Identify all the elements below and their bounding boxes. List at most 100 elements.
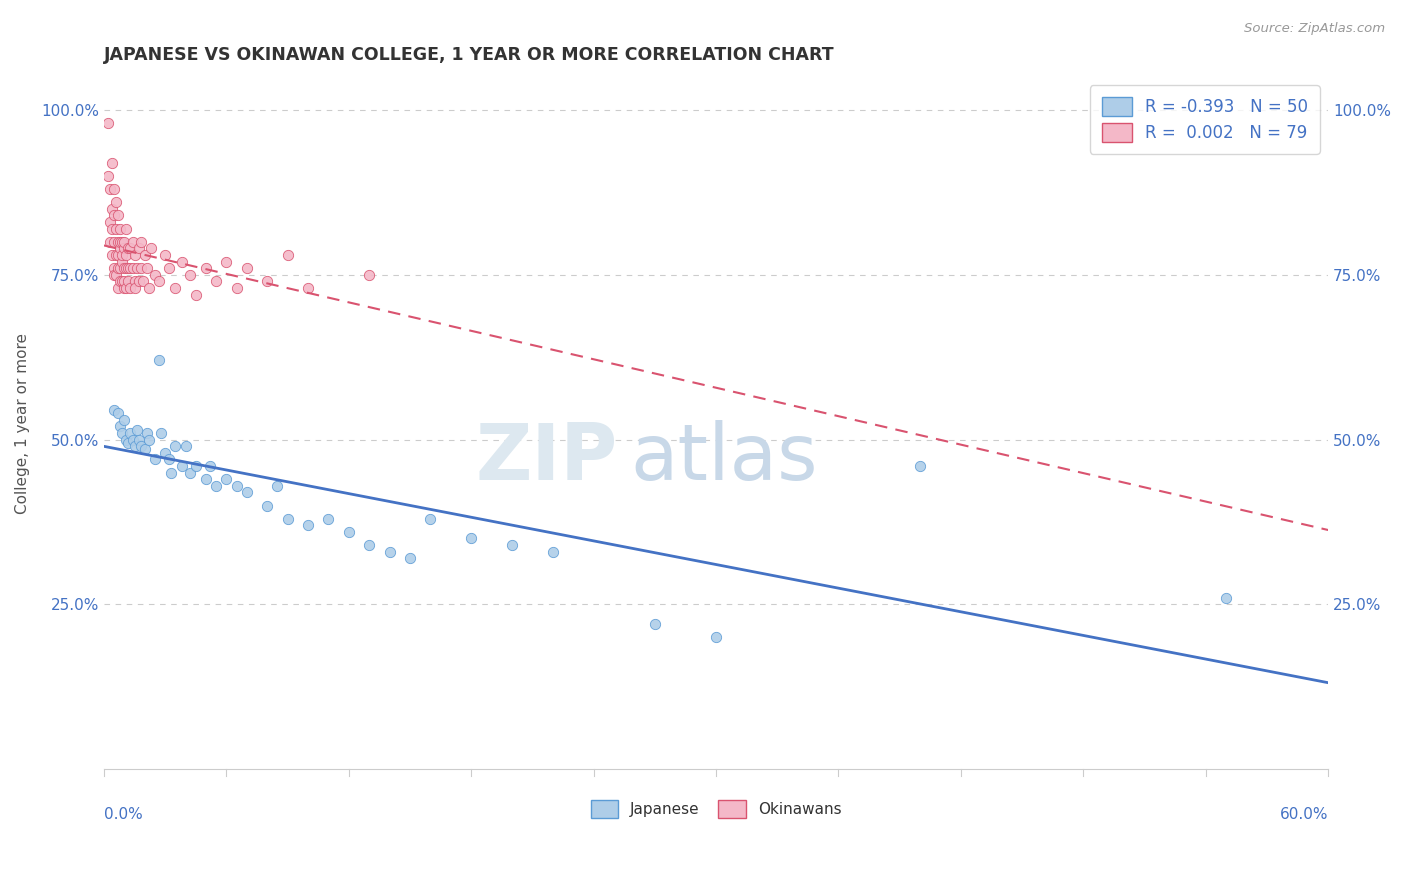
Point <box>115 261 138 276</box>
Point <box>134 442 156 457</box>
Point <box>378 544 401 558</box>
Point <box>460 532 482 546</box>
Text: atlas: atlas <box>630 420 818 496</box>
Point <box>117 261 139 276</box>
Text: Source: ZipAtlas.com: Source: ZipAtlas.com <box>1244 22 1385 36</box>
Point <box>134 248 156 262</box>
Point <box>112 261 135 276</box>
Point <box>541 544 564 558</box>
Point <box>120 241 142 255</box>
Point <box>121 235 143 249</box>
Point <box>124 439 146 453</box>
Point <box>150 425 173 440</box>
Point <box>105 221 128 235</box>
Point <box>117 274 139 288</box>
Point <box>157 452 180 467</box>
Point <box>125 423 148 437</box>
Point <box>105 195 128 210</box>
Point <box>143 452 166 467</box>
Point <box>110 235 132 249</box>
Point <box>153 446 176 460</box>
Point <box>277 248 299 262</box>
Point <box>107 281 129 295</box>
Point <box>124 274 146 288</box>
Point <box>129 261 152 276</box>
Point <box>359 538 381 552</box>
Point <box>97 116 120 130</box>
Point <box>115 433 138 447</box>
Point <box>318 512 340 526</box>
Point <box>107 235 129 249</box>
Point <box>115 221 138 235</box>
Point <box>179 268 201 282</box>
Point <box>419 512 441 526</box>
Point <box>170 458 193 473</box>
Point <box>107 261 129 276</box>
Point <box>157 261 180 276</box>
Point <box>179 466 201 480</box>
Point <box>148 274 170 288</box>
Point <box>297 281 319 295</box>
Text: 0.0%: 0.0% <box>104 807 143 822</box>
Point <box>120 261 142 276</box>
Point <box>225 281 247 295</box>
Point <box>128 274 150 288</box>
Point <box>111 425 134 440</box>
Point <box>110 241 132 255</box>
Point <box>121 261 143 276</box>
Point <box>117 241 139 255</box>
Text: ZIP: ZIP <box>475 420 619 496</box>
Point <box>129 235 152 249</box>
Point <box>115 248 138 262</box>
Point <box>103 403 125 417</box>
Point <box>112 241 135 255</box>
Point <box>117 436 139 450</box>
Point <box>256 274 278 288</box>
Point <box>101 202 124 216</box>
Point <box>236 261 259 276</box>
Point <box>225 479 247 493</box>
Point <box>103 235 125 249</box>
Point <box>148 353 170 368</box>
Point <box>165 281 187 295</box>
Point <box>112 274 135 288</box>
Point <box>205 274 228 288</box>
Point <box>170 254 193 268</box>
Point <box>165 439 187 453</box>
Point <box>297 518 319 533</box>
Point <box>107 406 129 420</box>
Point <box>125 261 148 276</box>
Point <box>138 281 160 295</box>
Point <box>120 281 142 295</box>
Point <box>103 182 125 196</box>
Point <box>1215 591 1237 605</box>
Point <box>103 261 125 276</box>
Point <box>98 235 121 249</box>
Point <box>195 472 218 486</box>
Point <box>103 208 125 222</box>
Point <box>198 458 221 473</box>
Point <box>129 439 152 453</box>
Point <box>105 248 128 262</box>
Point <box>97 169 120 183</box>
Point <box>266 479 288 493</box>
Point <box>101 155 124 169</box>
Point <box>112 235 135 249</box>
Point <box>160 466 183 480</box>
Point <box>205 479 228 493</box>
Text: JAPANESE VS OKINAWAN COLLEGE, 1 YEAR OR MORE CORRELATION CHART: JAPANESE VS OKINAWAN COLLEGE, 1 YEAR OR … <box>104 46 835 64</box>
Point <box>120 425 142 440</box>
Point <box>399 551 422 566</box>
Point <box>138 433 160 447</box>
Point <box>143 268 166 282</box>
Point <box>110 419 132 434</box>
Point <box>124 248 146 262</box>
Point <box>128 433 150 447</box>
Point <box>139 241 162 255</box>
Point <box>644 617 666 632</box>
Point <box>112 413 135 427</box>
Point <box>98 182 121 196</box>
Point <box>103 268 125 282</box>
Point <box>337 524 360 539</box>
Point <box>215 254 238 268</box>
